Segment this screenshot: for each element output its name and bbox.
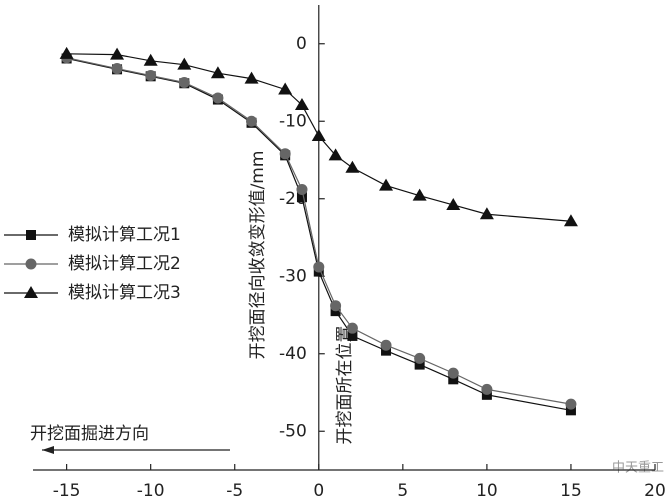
x-tick-label: -10 [137,481,165,499]
marker [345,160,360,173]
x-tick-label: 15 [560,481,582,499]
y-tick-label: -30 [279,266,307,286]
y-axis-label: 开挖面径向收敛变形值/mm [248,151,268,360]
x-tick-label: -15 [53,481,81,499]
series-line [66,57,572,405]
marker [111,63,123,75]
x-tick-label: -5 [226,481,243,499]
marker [347,330,358,341]
marker [178,77,190,88]
marker [481,383,493,395]
marker [110,47,125,60]
marker [210,66,225,79]
marker [328,148,343,161]
legend-label: 模拟计算工况3 [68,283,181,303]
series-line [66,53,571,222]
y-tick-label: -50 [279,421,307,441]
marker [380,339,392,351]
legend-label: 模拟计算工况1 [68,225,181,245]
marker [145,70,157,82]
marker [447,367,459,379]
marker [479,207,494,220]
legend-marker [24,286,38,298]
marker [294,97,309,110]
marker [177,57,192,70]
annotation: 开挖面所在位置 [335,326,355,445]
marker [446,197,461,210]
x-tick-label: 10 [476,481,498,499]
marker [412,188,427,201]
marker [448,374,459,385]
legend-marker [25,258,37,270]
x-tick-label: 5 [397,481,408,499]
marker [246,115,258,127]
marker [311,128,326,141]
marker [414,352,426,364]
watermark: 中天重工 [612,460,664,476]
series-line [66,57,572,411]
marker [244,71,259,84]
marker [563,214,578,227]
x-tick-label: 20 [644,481,666,499]
annotation: 开挖面掘进方向 [30,424,149,444]
marker [330,300,342,312]
marker [278,82,293,95]
marker [414,359,425,370]
arrow-head [42,446,54,454]
legend-label: 模拟计算工况2 [68,254,181,274]
y-tick-label: 0 [296,34,307,54]
marker [143,53,158,66]
marker [279,148,291,160]
marker [565,398,577,410]
marker [346,322,358,334]
marker [313,261,325,273]
y-tick-label: -10 [279,111,307,131]
marker [379,178,394,191]
marker [296,192,307,203]
marker [565,405,576,416]
marker [296,183,308,195]
marker [212,92,224,104]
marker [59,46,74,59]
y-tick-label: -40 [279,344,307,364]
legend-marker [26,230,36,240]
x-tick-label: 0 [313,481,324,499]
